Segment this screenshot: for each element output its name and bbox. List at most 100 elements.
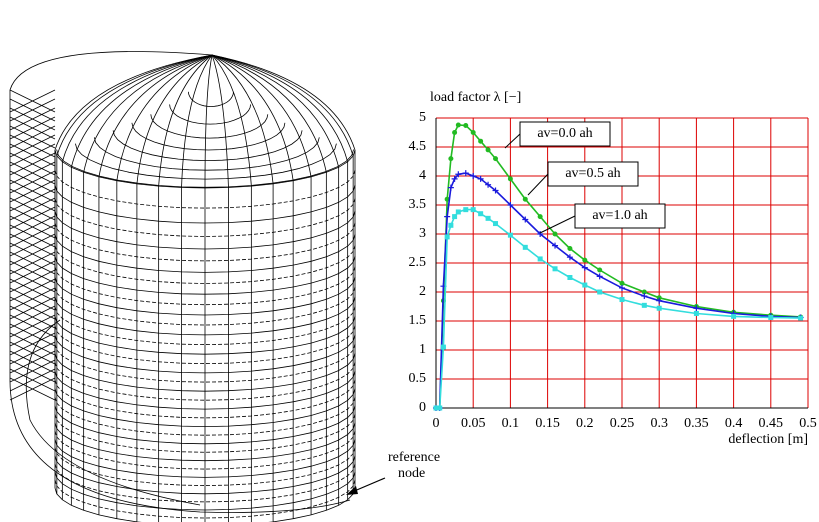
x-tick-label: 0.15 [535,416,560,431]
mesh-outline [9,319,351,513]
mesh-hatch [9,98,56,122]
point-marker [470,173,477,179]
mesh-hatch [9,125,56,149]
point-marker [485,147,491,153]
mesh-annotation: reference [388,450,440,465]
x-tick-label: 0.3 [650,416,668,431]
mesh-hatch [9,215,56,239]
mesh-dome-meridian [211,54,349,162]
annotation-box [574,203,666,229]
y-tick-label: 0.5 [409,371,427,386]
annotation-leader [539,215,576,234]
point-marker [444,213,451,220]
point-marker [437,405,443,411]
mesh-hatch [9,233,56,257]
point-marker [656,297,663,304]
point-marker [596,273,603,280]
point-marker [522,216,529,223]
series-label: av=0.5 ah [565,166,620,181]
mesh-dome-meridian [211,54,274,184]
mesh-hatch [9,332,56,356]
point-marker [597,267,603,273]
point-marker [693,310,699,316]
x-tick-label: 0.4 [725,416,743,431]
mesh-dome-meridian [211,54,327,173]
mesh-dome-meridian [211,54,229,188]
mesh-hatch [9,242,56,266]
point-marker [582,282,588,288]
mesh-dome-ring [75,143,337,180]
y-tick-label: 0 [419,400,426,415]
point-marker [567,246,573,251]
mesh-dome-meridian [211,54,354,157]
point-marker [452,130,458,135]
mesh-dome-ring [131,122,286,151]
mesh-hatch [9,188,56,212]
x-tick-label: 0.25 [610,416,635,431]
annotation-box [519,121,611,147]
mesh-hatch [9,134,56,158]
mesh-dome-meridian [136,54,213,184]
mesh-dome-meridian [56,54,213,157]
mesh-dome-ring [112,130,303,162]
point-marker [492,187,499,194]
mesh-dome-meridian [181,54,213,188]
y-tick-label: 1 [419,342,426,357]
mesh-dome-meridian [211,54,312,177]
point-marker [463,207,469,213]
point-marker [537,256,543,262]
mesh-hatch [9,251,56,275]
mesh-hatch [9,314,56,338]
point-marker [567,275,573,280]
y-tick-label: 4.5 [409,139,427,154]
mesh-hatch [9,296,56,320]
mesh-dome-meridian [61,54,213,162]
mesh-hatch [9,179,56,203]
mesh-outline [9,51,213,380]
y-axis-label: load factor λ [−] [430,90,521,105]
mesh-dome-ring [150,114,269,139]
point-marker [619,297,625,303]
mesh-dome-meridian [54,54,213,151]
mesh-dome-meridian [98,54,213,177]
point-marker [522,196,528,202]
x-tick-label: 0.35 [684,416,709,431]
mesh-hatch [9,323,56,347]
mesh-hatch [9,278,56,302]
mesh-hatch [9,206,56,230]
mesh-hatch [9,260,56,284]
point-marker [507,232,513,238]
point-marker [493,156,499,162]
point-marker [462,170,469,177]
point-marker [440,344,446,350]
mesh-dome-meridian [211,54,252,187]
mesh-dome-ring [93,137,320,171]
point-marker [448,156,454,162]
point-marker [444,234,450,240]
point-marker [451,175,458,182]
mesh-hatch [9,368,56,392]
annotation-box [547,161,639,187]
point-marker [463,123,469,129]
mesh-dome-meridian [204,54,213,189]
mesh-hatch [9,89,56,113]
mesh-hatch [9,224,56,248]
mesh-hatch [9,116,56,140]
mesh-dome-ring [56,149,354,188]
mesh-ring [54,487,356,522]
point-marker [447,184,454,191]
point-marker [470,130,476,135]
x-tick-label: 0.2 [576,416,594,431]
point-marker [452,214,458,220]
series-line [436,208,801,409]
x-tick-label: 0.5 [799,416,817,431]
point-marker [552,266,558,272]
series-label: av=0.0 ah [537,126,592,141]
series-label: av=1.0 ah [592,208,647,223]
mesh-dome-ring [169,104,251,125]
point-marker [444,196,450,202]
point-marker [619,280,625,286]
mesh-dome-meridian [211,54,356,151]
point-marker [641,289,647,295]
